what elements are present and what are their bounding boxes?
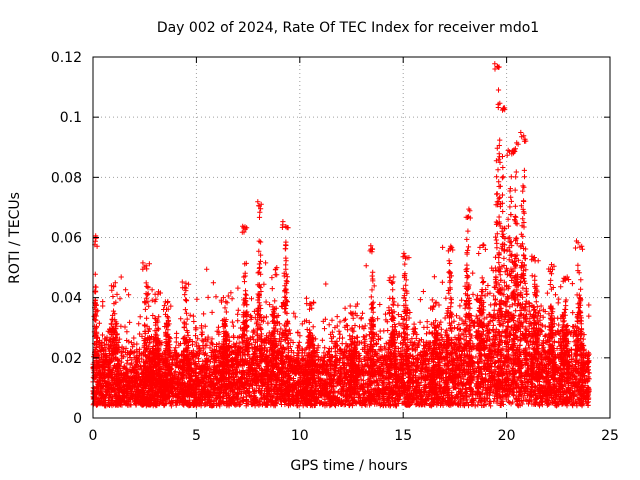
data-points xyxy=(90,61,592,409)
data-point xyxy=(263,260,269,266)
data-point xyxy=(542,324,548,330)
data-point xyxy=(558,284,564,290)
data-point xyxy=(235,307,241,313)
data-point xyxy=(215,324,222,330)
data-point xyxy=(96,320,102,326)
data-point xyxy=(321,326,328,332)
data-point xyxy=(278,326,284,332)
data-point xyxy=(156,314,162,320)
data-point xyxy=(210,280,216,286)
data-point xyxy=(505,216,511,222)
data-point xyxy=(278,401,285,408)
data-point xyxy=(362,323,368,329)
data-point xyxy=(426,329,432,335)
data-point xyxy=(526,308,532,314)
data-point xyxy=(201,346,207,352)
data-point xyxy=(487,290,493,296)
data-point xyxy=(470,270,476,276)
chart-title: Day 002 of 2024, Rate Of TEC Index for r… xyxy=(157,20,539,36)
data-point xyxy=(457,303,463,309)
data-point xyxy=(470,291,476,297)
data-point xyxy=(482,293,488,299)
data-point xyxy=(213,294,219,300)
data-point xyxy=(173,345,179,351)
data-point xyxy=(342,305,348,311)
data-point xyxy=(524,311,530,317)
data-point xyxy=(277,342,283,348)
